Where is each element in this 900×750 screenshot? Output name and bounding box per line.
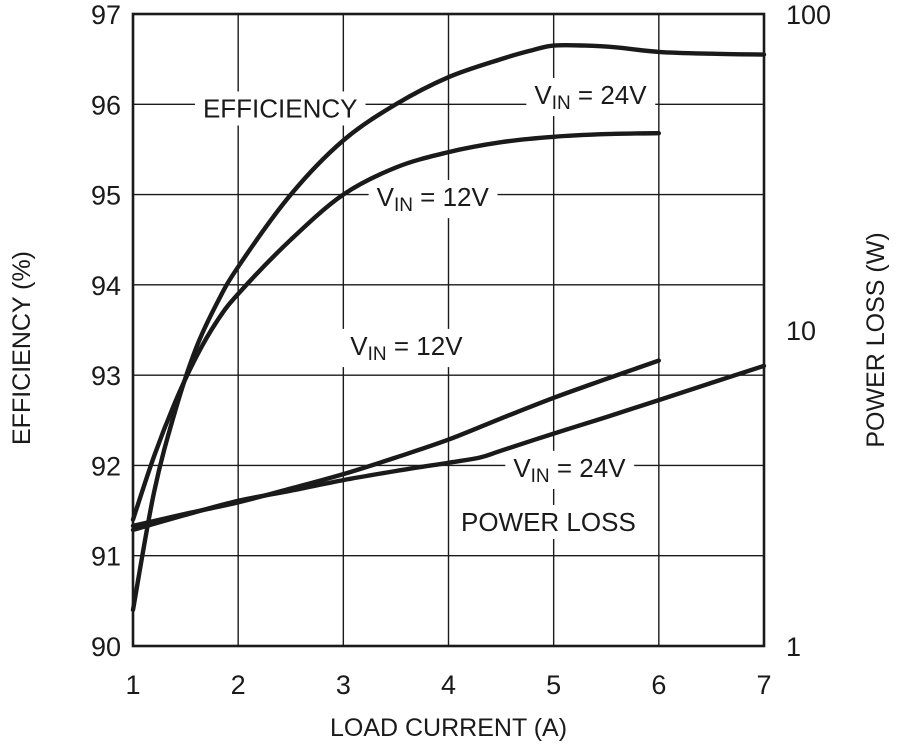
y-tick-label: 94 — [91, 271, 121, 301]
label-background — [505, 450, 635, 489]
series-label-subscript: IN — [552, 93, 571, 114]
y-tick-label: 93 — [91, 361, 121, 391]
y-tick-label: 90 — [91, 632, 121, 662]
series-lines — [130, 42, 767, 613]
x-tick-label: 1 — [125, 670, 140, 700]
power-loss-24v-line — [130, 363, 767, 533]
series-label-value: = 24V — [571, 80, 648, 110]
x-axis-title: LOAD CURRENT (A) — [330, 714, 567, 742]
series-label-main: V — [534, 80, 552, 110]
series-label: VIN = 12V — [350, 331, 463, 365]
plot-frame — [131, 12, 766, 648]
x-tick-label: 7 — [756, 670, 771, 700]
series-label-subscript: IN — [394, 195, 413, 216]
y-tick-label: 95 — [91, 181, 121, 211]
power-loss-annotation: POWER LOSS — [461, 507, 636, 537]
label-background — [526, 77, 656, 117]
y2-axis-title: POWER LOSS (W) — [862, 232, 890, 447]
label-background — [194, 91, 366, 126]
label-background — [452, 504, 644, 539]
efficiency-annotation: EFFICIENCY — [203, 93, 358, 123]
x-axis-ticks: 1 2 3 4 5 6 7 — [125, 670, 771, 700]
x-tick-label: 2 — [231, 670, 246, 700]
x-tick-label: 5 — [546, 670, 561, 700]
series-label-main: V — [513, 453, 531, 483]
y-tick-label: 92 — [91, 451, 121, 481]
series-label-main: V — [377, 182, 395, 212]
x-tick-label: 6 — [651, 670, 666, 700]
series-label-subscript: IN — [368, 344, 387, 365]
label-background — [368, 179, 498, 219]
x-tick-label: 3 — [336, 670, 351, 700]
right-axis-ticks: 1 10 100 — [786, 0, 831, 662]
y-tick-label: 97 — [91, 0, 121, 30]
y2-tick-label: 100 — [786, 0, 831, 30]
efficiency-12v-line — [130, 131, 661, 522]
y-axis-title: EFFICIENCY (%) — [8, 251, 36, 445]
label-backgrounds — [194, 77, 656, 539]
power-loss-12v-line — [130, 358, 661, 529]
series-label-value: = 12V — [413, 182, 490, 212]
x-tick-label: 4 — [441, 670, 456, 700]
y-tick-label: 91 — [91, 542, 121, 572]
label-background — [342, 328, 472, 368]
series-label-value: = 24V — [550, 453, 627, 483]
series-label: VIN = 12V — [377, 182, 490, 216]
series-label-subscript: IN — [531, 466, 550, 487]
y2-tick-label: 1 — [786, 632, 801, 662]
series-label-value: = 12V — [387, 331, 464, 361]
series-label-main: V — [350, 331, 368, 361]
y-tick-label: 96 — [91, 90, 121, 120]
series-label: VIN = 24V — [534, 80, 647, 114]
y2-tick-label: 10 — [786, 316, 816, 346]
left-axis-ticks: 90 91 92 93 94 95 96 97 — [91, 0, 121, 662]
series-label: VIN = 24V — [513, 453, 626, 487]
